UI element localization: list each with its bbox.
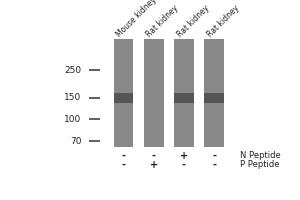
Bar	[144, 39, 164, 147]
Text: 250: 250	[64, 66, 82, 75]
Bar	[174, 93, 194, 103]
Bar	[114, 39, 134, 147]
Text: -: -	[152, 151, 156, 161]
Text: 100: 100	[64, 115, 82, 124]
Text: Rat kidney: Rat kidney	[175, 3, 211, 39]
Text: P Peptide: P Peptide	[240, 160, 279, 169]
Text: 150: 150	[64, 93, 82, 102]
Bar	[174, 39, 194, 147]
Text: -: -	[122, 151, 125, 161]
Text: -: -	[212, 151, 216, 161]
Bar	[204, 93, 224, 103]
Text: Rat kidney: Rat kidney	[145, 3, 181, 39]
Text: Rat kidney: Rat kidney	[206, 3, 241, 39]
Text: Mouse kidney: Mouse kidney	[115, 0, 158, 39]
Text: +: +	[180, 151, 188, 161]
Text: -: -	[212, 160, 216, 170]
Bar	[114, 93, 134, 103]
Text: +: +	[150, 160, 158, 170]
Text: -: -	[122, 160, 125, 170]
Text: 70: 70	[70, 137, 82, 146]
Text: -: -	[182, 160, 186, 170]
Text: N Peptide: N Peptide	[240, 151, 280, 160]
Bar	[204, 39, 224, 147]
